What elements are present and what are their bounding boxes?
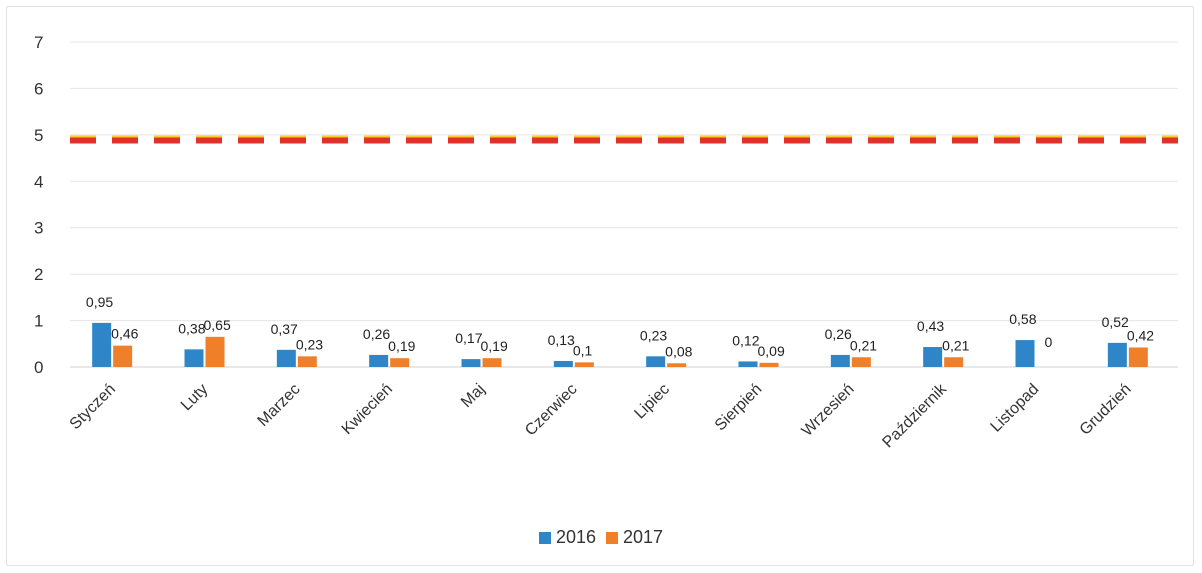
data-label-2016: 0,38: [178, 320, 205, 336]
legend-item-2016: 2016: [538, 527, 596, 548]
data-label-2017: 0,46: [111, 326, 138, 342]
data-label-2017: 0,23: [296, 336, 323, 352]
data-label-2016: 0,95: [86, 294, 113, 310]
x-tick-label: Czerwiec: [522, 381, 581, 440]
bar-2017-Wrzesień: [851, 357, 871, 367]
data-label-2017: 0: [1045, 334, 1053, 350]
bar-2017-Luty: [205, 336, 225, 367]
data-label-2016: 0,12: [732, 332, 759, 348]
data-label-2016: 0,13: [548, 332, 575, 348]
legend-label-2017: 2017: [623, 527, 664, 547]
bar-2017-Styczeń: [113, 345, 133, 367]
bar-2017-Październik: [944, 357, 964, 367]
legend-swatch-2016: [538, 531, 551, 544]
bar-2016-Luty: [184, 349, 204, 367]
data-label-2017: 0,08: [665, 343, 692, 359]
data-label-2016: 0,26: [363, 326, 390, 342]
bar-2017-Czerwiec: [574, 362, 594, 367]
x-tick-label: Październik: [879, 380, 950, 451]
x-tick-label: Kwiecień: [339, 381, 396, 438]
chart-frame: [6, 6, 1194, 566]
legend-swatch-2017: [606, 531, 618, 544]
data-label-2016: 0,43: [917, 318, 944, 334]
legend: 2016 2017: [0, 527, 1202, 548]
data-label-2016: 0,23: [640, 327, 667, 343]
y-tick-label: 4: [34, 172, 43, 191]
bar-2017-Marzec: [297, 356, 317, 367]
y-tick-label: 6: [34, 79, 43, 98]
bar-2017-Kwiecień: [390, 358, 410, 367]
data-label-2016: 0,52: [1102, 314, 1129, 330]
bar-2016-Styczeń: [92, 322, 112, 367]
x-tick-label: Luty: [178, 381, 211, 414]
data-label-2017: 0,65: [204, 317, 231, 333]
data-label-2017: 0,19: [388, 338, 415, 354]
x-tick-label: Lipiec: [631, 381, 673, 423]
data-label-2017: 0,09: [758, 343, 785, 359]
bar-2017-Sierpień: [759, 362, 779, 367]
legend-label-2016: 2016: [555, 527, 596, 547]
data-label-2017: 0,19: [481, 338, 508, 354]
y-tick-label: 3: [34, 219, 43, 238]
x-tick-label: Sierpień: [712, 381, 766, 435]
data-label-2017: 0,21: [850, 337, 877, 353]
y-tick-label: 1: [34, 312, 43, 331]
data-label-2016: 0,37: [271, 321, 298, 337]
x-tick-label: Listopad: [988, 381, 1043, 436]
y-tick-label: 5: [34, 126, 43, 145]
bar-2016-Wrzesień: [830, 354, 850, 367]
data-label-2016: 0,26: [825, 326, 852, 342]
y-tick-label: 2: [34, 265, 43, 284]
x-tick-label: Maj: [458, 381, 488, 411]
legend-item-2017: 2017: [606, 527, 663, 548]
bar-2016-Sierpień: [738, 361, 758, 367]
bar-2016-Lipiec: [646, 356, 666, 367]
x-tick-label: Styczeń: [67, 381, 119, 433]
bar-2016-Grudzień: [1107, 342, 1127, 367]
data-label-2016: 0,17: [455, 330, 482, 346]
data-label-2016: 0,58: [1009, 311, 1036, 327]
bar-2016-Czerwiec: [553, 360, 573, 367]
y-tick-label: 7: [34, 33, 43, 52]
bar-2017-Grudzień: [1128, 347, 1148, 367]
y-tick-label: 0: [34, 358, 43, 377]
data-label-2017: 0,1: [573, 342, 593, 358]
bar-2016-Marzec: [276, 349, 296, 367]
bar-2017-Maj: [482, 358, 502, 367]
x-tick-label: Wrzesień: [799, 381, 858, 440]
x-tick-label: Grudzień: [1077, 381, 1135, 439]
x-tick-label: Marzec: [255, 381, 304, 430]
bar-2016-Maj: [461, 359, 481, 367]
bar-2016-Listopad: [1015, 340, 1035, 367]
data-label-2017: 0,21: [942, 337, 969, 353]
bar-2016-Październik: [923, 347, 943, 367]
bar-2016-Kwiecień: [369, 354, 389, 367]
data-label-2017: 0,42: [1127, 328, 1154, 344]
bar-2017-Lipiec: [667, 363, 687, 367]
